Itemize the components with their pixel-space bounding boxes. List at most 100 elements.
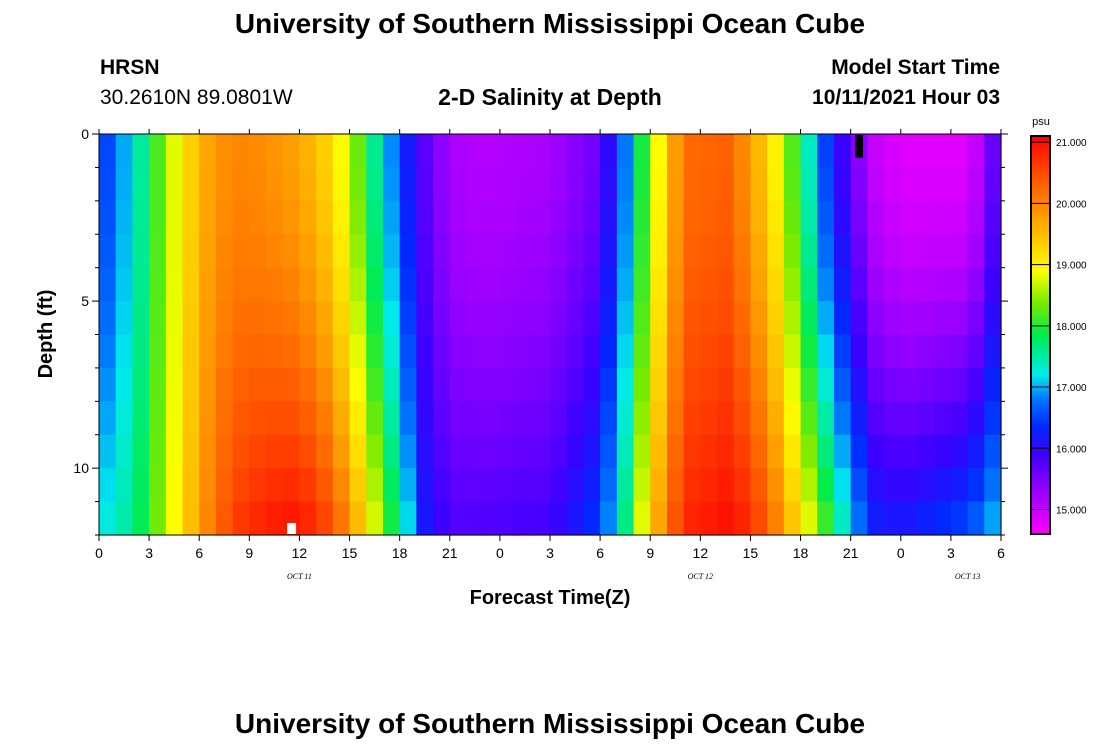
heatmap-cell bbox=[416, 267, 434, 302]
heatmap-cell bbox=[566, 401, 584, 436]
heatmap-cell bbox=[349, 468, 367, 503]
heatmap-cell bbox=[733, 367, 752, 402]
heatmap-cell bbox=[650, 367, 668, 402]
heatmap-cell bbox=[950, 501, 969, 536]
heatmap-cell bbox=[666, 367, 685, 402]
heatmap-cell bbox=[717, 134, 735, 169]
colorbar-segment bbox=[1031, 364, 1050, 369]
heatmap-cell bbox=[717, 434, 735, 469]
heatmap-cell bbox=[917, 200, 935, 235]
heatmap-cell bbox=[99, 367, 117, 402]
heatmap-cell bbox=[499, 267, 518, 302]
colorbar-tick-label: 19.000 bbox=[1056, 261, 1087, 272]
heatmap-cell bbox=[900, 267, 919, 302]
heatmap-cell bbox=[867, 367, 885, 402]
heatmap-cell bbox=[967, 134, 985, 169]
y-tick-label: 5 bbox=[81, 293, 89, 309]
heatmap-cell bbox=[550, 434, 568, 469]
heatmap-cell bbox=[884, 134, 902, 169]
heatmap-cell bbox=[867, 267, 885, 302]
heatmap-cell bbox=[299, 301, 317, 336]
heatmap-cell bbox=[132, 134, 150, 169]
heatmap-cell bbox=[700, 468, 718, 503]
page-title: University of Southern Mississippi Ocean… bbox=[234, 8, 866, 39]
heatmap-cell bbox=[349, 134, 367, 169]
heatmap-cell bbox=[984, 134, 1002, 169]
colorbar-tick-label: 20.000 bbox=[1056, 199, 1087, 210]
heatmap-cell bbox=[99, 401, 117, 436]
colorbar-segment bbox=[1031, 225, 1050, 230]
heatmap-cell bbox=[767, 267, 785, 302]
x-tick-label: 9 bbox=[245, 545, 253, 561]
heatmap-cell bbox=[483, 267, 501, 302]
heatmap-cell bbox=[950, 134, 969, 169]
heatmap-cell bbox=[650, 234, 668, 269]
heatmap-cell bbox=[382, 167, 401, 202]
heatmap-cell bbox=[499, 301, 518, 336]
heatmap-cell bbox=[416, 434, 434, 469]
heatmap-cell bbox=[783, 301, 802, 336]
heatmap-cell bbox=[666, 401, 685, 436]
heatmap-cell bbox=[215, 267, 234, 302]
heatmap-cell bbox=[132, 167, 150, 202]
heatmap-cell bbox=[583, 334, 601, 369]
heatmap-cell bbox=[416, 234, 434, 269]
heatmap-cell bbox=[783, 200, 802, 235]
heatmap-cell bbox=[934, 468, 952, 503]
heatmap-cell bbox=[917, 401, 935, 436]
heatmap-cell bbox=[282, 167, 301, 202]
heatmap-cell bbox=[132, 434, 150, 469]
heatmap-cell bbox=[382, 367, 401, 402]
heatmap-cell bbox=[950, 468, 969, 503]
heatmap-cell bbox=[616, 200, 635, 235]
heatmap-cell bbox=[917, 267, 935, 302]
heatmap-cell bbox=[215, 167, 234, 202]
heatmap-cell bbox=[767, 234, 785, 269]
heatmap-cell bbox=[215, 468, 234, 503]
heatmap-cell bbox=[616, 401, 635, 436]
colorbar-segment bbox=[1031, 232, 1050, 237]
heatmap-cell bbox=[165, 301, 184, 336]
heatmap-cell bbox=[917, 501, 935, 536]
heatmap-cell bbox=[767, 200, 785, 235]
heatmap-cell bbox=[800, 334, 818, 369]
heatmap-cell bbox=[332, 468, 351, 503]
heatmap-cell bbox=[516, 401, 534, 436]
heatmap-cell bbox=[817, 334, 835, 369]
heatmap-cell bbox=[533, 468, 551, 503]
heatmap-cell bbox=[165, 167, 184, 202]
x-tick-label: 0 bbox=[897, 545, 905, 561]
heatmap-cell bbox=[483, 167, 501, 202]
heatmap-cell bbox=[733, 134, 752, 169]
heatmap-cell bbox=[199, 267, 217, 302]
x-day-label: OCT 11 bbox=[287, 572, 312, 581]
heatmap-cell bbox=[533, 167, 551, 202]
heatmap-cell bbox=[249, 267, 267, 302]
heatmap-cell bbox=[182, 367, 200, 402]
heatmap-cell bbox=[215, 301, 234, 336]
heatmap-cell bbox=[215, 134, 234, 169]
heatmap-cell bbox=[533, 200, 551, 235]
heatmap-cell bbox=[850, 334, 868, 369]
heatmap-cell bbox=[99, 167, 117, 202]
heatmap-cell bbox=[449, 267, 468, 302]
heatmap-cell bbox=[700, 267, 718, 302]
colorbar-tick-label: 17.000 bbox=[1056, 383, 1087, 394]
heatmap-cell bbox=[550, 134, 568, 169]
heatmap-cell bbox=[449, 200, 468, 235]
heatmap-cell bbox=[817, 167, 835, 202]
heatmap-cell bbox=[967, 167, 985, 202]
heatmap-cell bbox=[533, 367, 551, 402]
heatmap-cell bbox=[867, 501, 885, 536]
heatmap-cell bbox=[650, 334, 668, 369]
heatmap-cell bbox=[717, 200, 735, 235]
heatmap-cell bbox=[165, 200, 184, 235]
heatmap-cell bbox=[266, 200, 284, 235]
heatmap-cell bbox=[99, 267, 117, 302]
heatmap-cell bbox=[483, 468, 501, 503]
colorbar-segment bbox=[1031, 358, 1050, 363]
colorbar-segment bbox=[1031, 275, 1050, 280]
heatmap-cell bbox=[332, 334, 351, 369]
heatmap-cell bbox=[499, 167, 518, 202]
heatmap-cell bbox=[266, 334, 284, 369]
